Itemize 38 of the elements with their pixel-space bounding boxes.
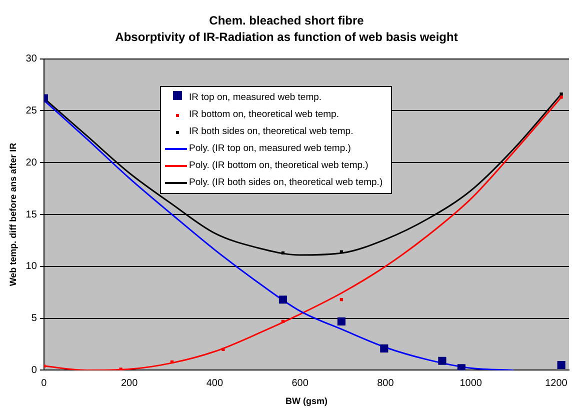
x-tick-label: 1000: [460, 378, 482, 389]
point: [281, 320, 285, 323]
x-axis-title: BW (gsm): [285, 396, 328, 406]
point: [557, 360, 566, 370]
y-tick-label: 30: [26, 54, 38, 65]
chart-subtitle: Absorptivity of IR-Radiation as function of web basis weight: [115, 30, 458, 44]
point: [337, 317, 346, 326]
y-tick-label: 5: [31, 313, 38, 324]
y-tick-label: 25: [26, 105, 38, 116]
y-axis-title: Web temp. diff before ans after IR: [8, 142, 18, 286]
x-tick-label: 800: [377, 378, 394, 389]
legend-label: IR bottom on, theoretical web temp.: [189, 109, 339, 120]
legend-label: Poly. (IR top on, measured web temp.): [189, 143, 351, 154]
chart-title: Chem. bleached short fibre: [209, 14, 364, 28]
point: [457, 364, 466, 370]
y-tick-label: 0: [31, 364, 38, 376]
point: [170, 360, 174, 364]
y-tick-label: 20: [26, 157, 38, 168]
point: [119, 368, 122, 370]
legend-label: IR top on, measured web temp.: [189, 92, 322, 104]
legend-label: IR both sides on, theoretical web temp.: [189, 126, 354, 138]
x-tick-label: 400: [206, 378, 224, 389]
x-tick-label: 1200: [545, 378, 568, 389]
legend-label: Poly. (IR bottom on, theoretical web temp.): [189, 160, 368, 172]
point: [438, 356, 446, 365]
point: [222, 348, 225, 351]
point: [560, 92, 563, 96]
x-tick-label: 0: [41, 378, 48, 389]
legend-label: Poly. (IR both sides on, theoretical web temp.): [189, 177, 383, 188]
y-tick-label: 15: [26, 209, 38, 220]
point: [278, 296, 288, 304]
y-tick-label: 10: [26, 261, 38, 272]
point: [560, 96, 563, 99]
x-tick-label: 600: [292, 378, 309, 389]
point: [340, 298, 344, 302]
x-tick-label: 200: [120, 378, 138, 389]
point: [380, 344, 388, 352]
point: [281, 251, 285, 254]
